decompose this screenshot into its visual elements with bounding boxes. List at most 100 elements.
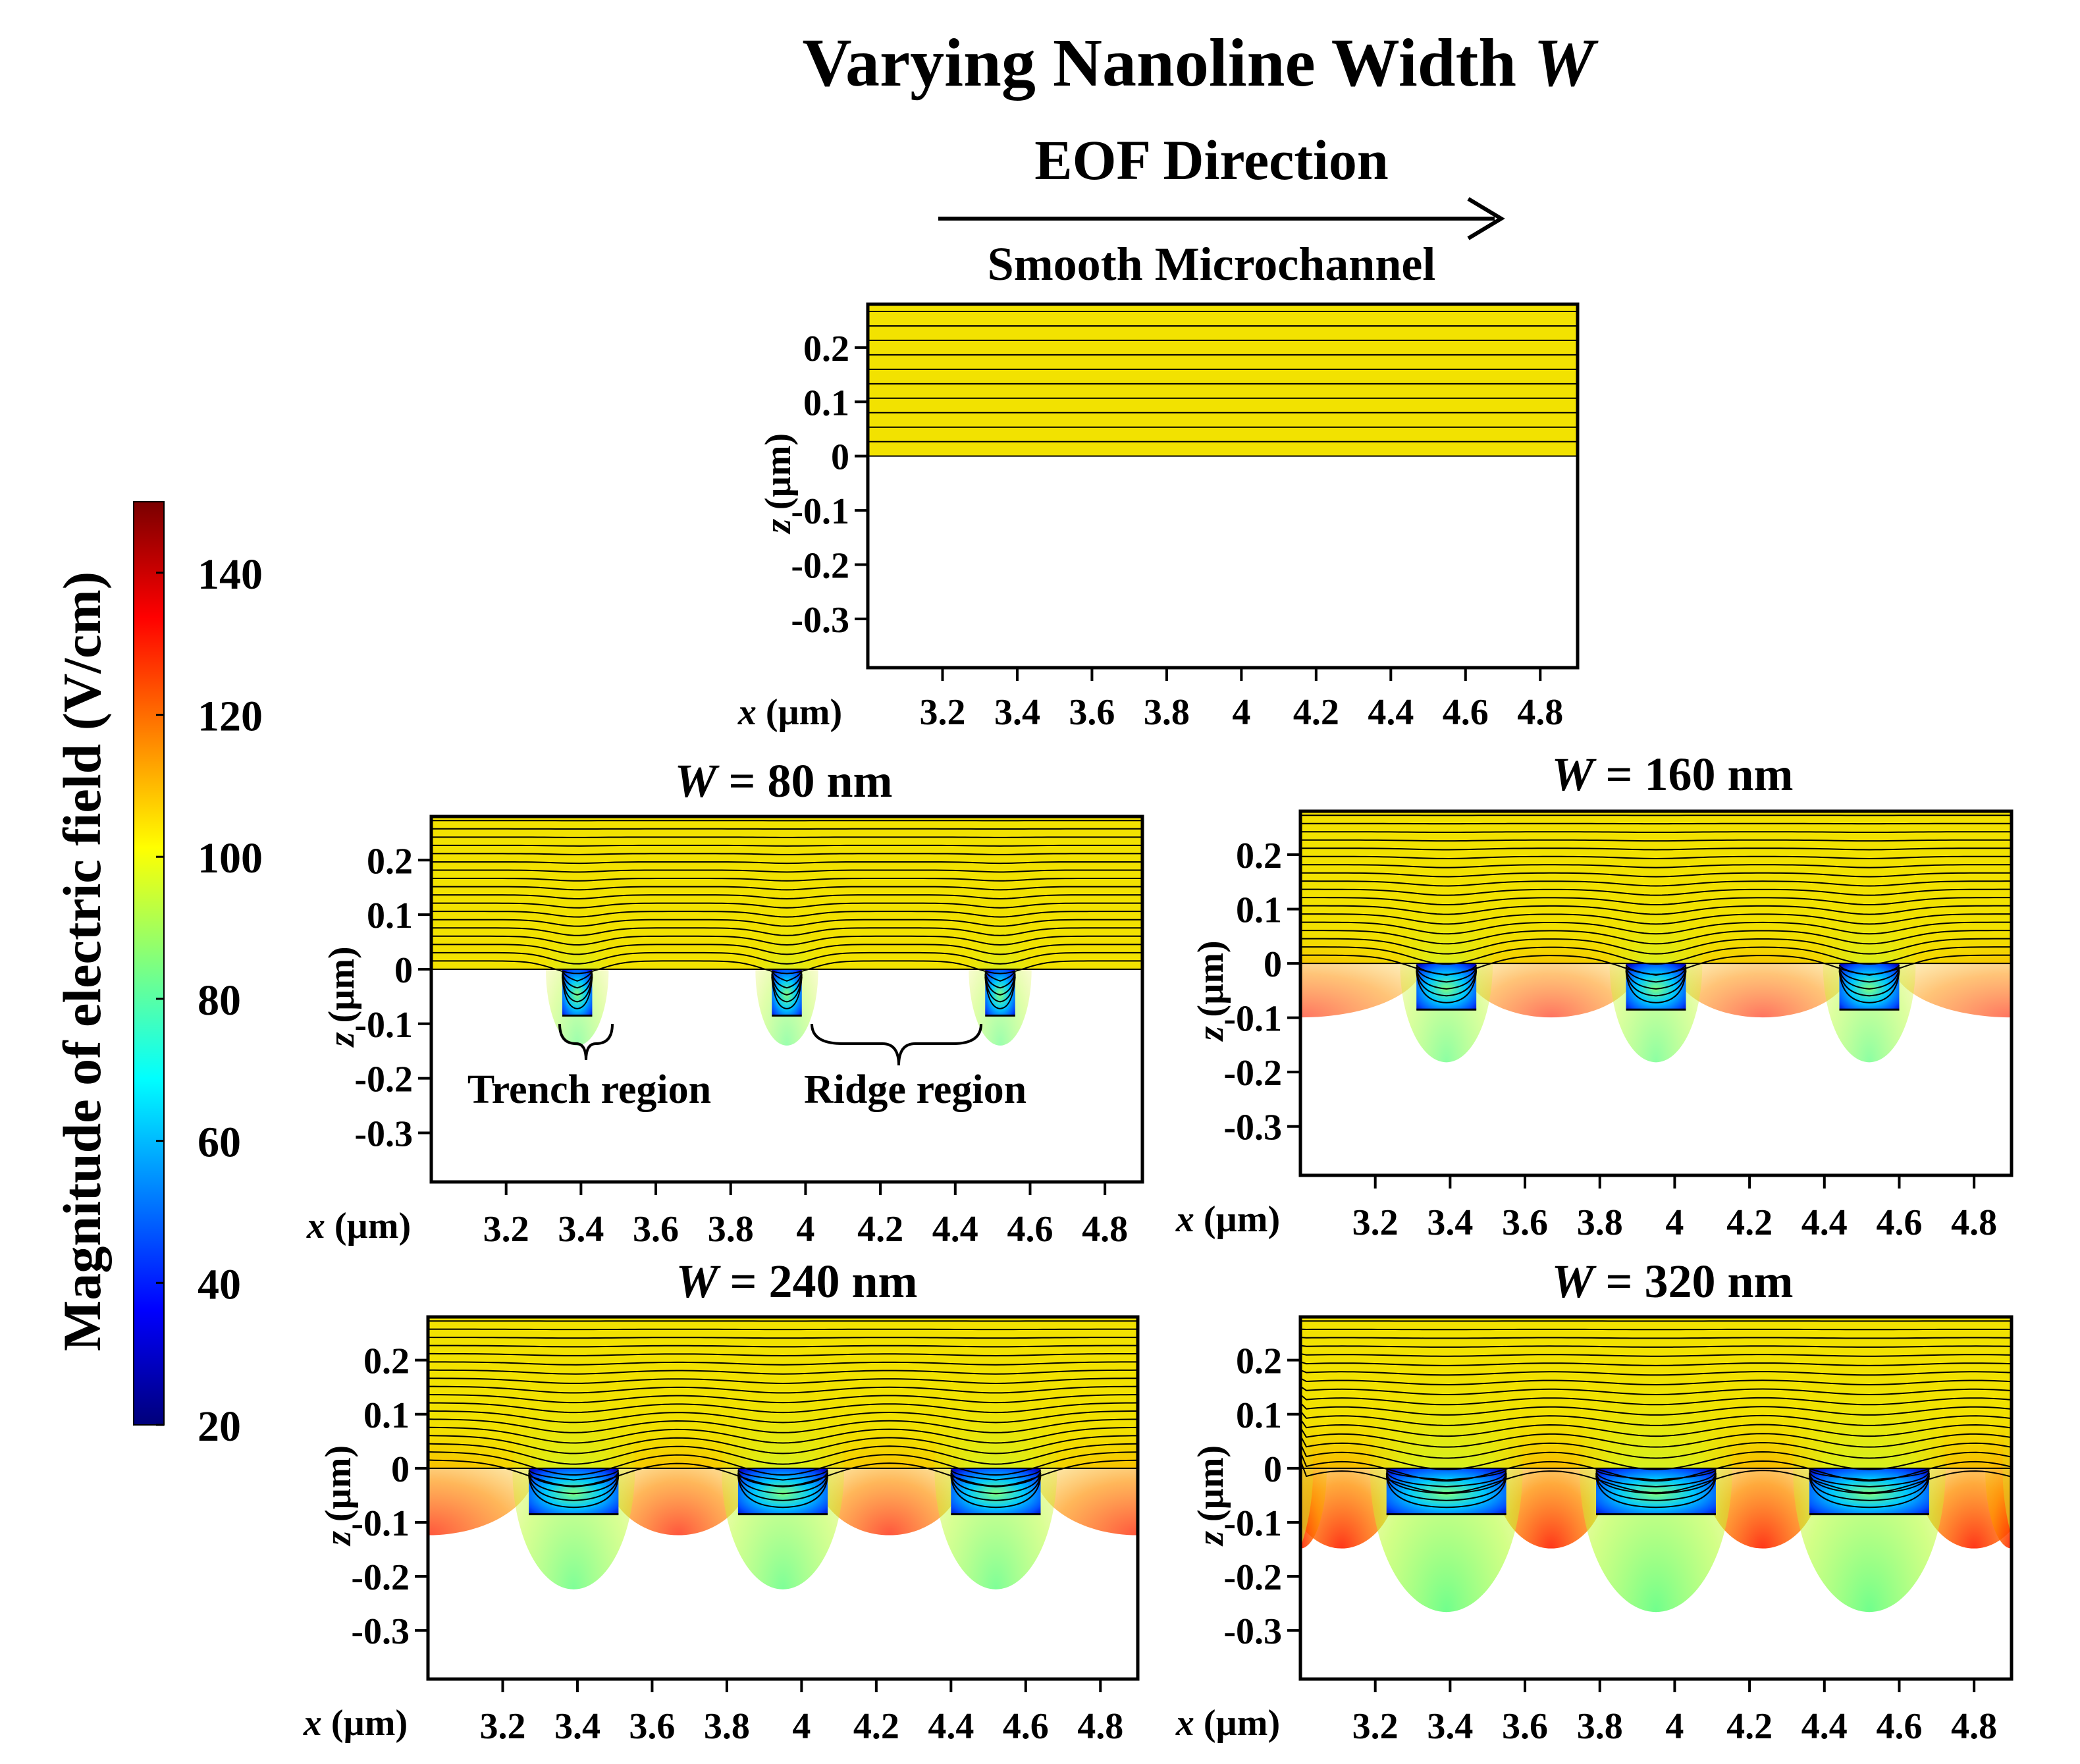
streamline (1385, 1469, 1507, 1481)
panel-title-w80: W = 80 nm (674, 755, 892, 807)
z-axis-tick-label: 0 (394, 950, 413, 991)
x-axis-tick-label: 4.2 (1726, 1202, 1773, 1243)
x-axis-tick-label: 3.8 (1577, 1706, 1623, 1747)
streamline (431, 902, 1142, 909)
streamline (428, 1402, 1138, 1414)
z-axis-tick-label: 0.1 (1236, 890, 1282, 931)
streamline (1385, 1471, 1507, 1487)
x-axis-tick-label: 3.8 (708, 1209, 754, 1250)
streamline (1300, 930, 2012, 945)
streamline (1595, 1472, 1717, 1495)
x-axis-tick-label: 4.6 (1876, 1202, 1922, 1243)
streamline (1300, 847, 2012, 851)
panel-title-w320-text: = 320 nm (1593, 1255, 1793, 1308)
streamline (984, 973, 1016, 996)
z-axis-tick-label: -0.1 (354, 1005, 413, 1046)
z-axis-label: z (µm) (1190, 1445, 1231, 1547)
figure-title: Varying Nanoline Width W (802, 25, 1599, 101)
streamline (431, 911, 1142, 918)
z-axis-tick-label: 0 (831, 437, 849, 478)
z-axis-tick-label: 0.2 (803, 329, 849, 369)
x-axis-tick-label: 3.8 (704, 1706, 750, 1747)
streamline (1300, 1369, 2012, 1376)
ridge-region-label: Ridge region (804, 1067, 1027, 1112)
streamline (561, 972, 593, 989)
streamline (428, 1345, 1138, 1348)
streamline (1385, 1472, 1507, 1495)
streamline (1416, 969, 1478, 997)
z-axis-tick-label: -0.2 (791, 545, 849, 586)
streamline (431, 951, 1142, 965)
colorbar-label: Magnitude of electric field (V/cm) (52, 572, 112, 1351)
streamline (431, 853, 1142, 855)
streamline (1300, 1385, 2012, 1395)
streamline (1809, 1469, 1930, 1481)
panel-w160: W = 160 nm 0.2 0.1 0 -0.1 -0.2 -0.3 z (µm) 3.2 3… (1175, 748, 2013, 1243)
z-axis-tick-label: 0.2 (1236, 1341, 1282, 1382)
x-axis-tick-label: 4.4 (1801, 1202, 1848, 1243)
colorbar-tick-label: 40 (198, 1260, 241, 1308)
flow-direction-arrow (938, 197, 1505, 240)
x-axis-tick-label: 3.4 (554, 1706, 600, 1747)
x-axis-tick-label: 4.8 (1951, 1706, 1997, 1747)
z-axis-tick-label: 0.1 (1236, 1395, 1282, 1436)
x-axis-tick-label: 3.4 (558, 1209, 604, 1250)
field-plot (431, 816, 1142, 1046)
streamline (1809, 1471, 1930, 1487)
streamline (2019, 1472, 2080, 1487)
field-plot (428, 1317, 1138, 1590)
streamline (1838, 967, 1900, 990)
panel-title-w80-text: = 80 nm (716, 755, 892, 807)
streamline (1416, 966, 1478, 983)
panel-title-w160-variable: W (1551, 748, 1597, 801)
z-axis-label: z (µm) (318, 1445, 359, 1547)
panel-frame (1298, 809, 2013, 1177)
x-axis-tick-label: 4.4 (932, 1209, 978, 1250)
z-axis-tick-label: -0.3 (1223, 1108, 1282, 1148)
x-axis-tick-label: 3.8 (1577, 1202, 1623, 1243)
streamline (950, 1472, 1042, 1495)
streamline (1625, 964, 1687, 976)
colorbar-scale (133, 501, 165, 1426)
streamline (1300, 872, 2012, 878)
z-axis-tick-label: -0.1 (791, 491, 849, 532)
x-axis-tick-label: 4.2 (853, 1706, 899, 1747)
streamline (1625, 971, 1687, 1003)
streamline (428, 1418, 1138, 1433)
streamline (428, 1410, 1138, 1424)
field-plot (868, 304, 1578, 457)
streamline (1300, 905, 2012, 915)
x-axis-tick-label: 4 (796, 1209, 814, 1250)
panel-frame (429, 815, 1144, 1184)
x-axis-label: x (µm) (737, 692, 842, 733)
streamline (1300, 839, 2012, 842)
streamline (984, 976, 1016, 1009)
streamline (428, 1394, 1138, 1404)
streamline (771, 970, 803, 982)
streamline (561, 973, 593, 996)
panel-title-w240-text: = 240 nm (718, 1255, 917, 1308)
z-axis-tick-label: -0.3 (351, 1611, 410, 1652)
x-axis-tick-label: 4.6 (1443, 692, 1489, 733)
z-axis-tick-label: -0.1 (351, 1503, 410, 1544)
x-axis-tick-label: 3.6 (1069, 692, 1115, 733)
streamline (1300, 1394, 2012, 1406)
x-axis-tick-label: 3.2 (483, 1209, 529, 1250)
x-axis-tick-label: 4 (1665, 1706, 1684, 1747)
streamline (1300, 938, 2012, 955)
streamline (1300, 1402, 2012, 1416)
streamline (2019, 1476, 2080, 1507)
x-axis-tick-label: 4.8 (1082, 1209, 1128, 1250)
streamline (431, 844, 1142, 847)
x-axis-tick-label: 3.6 (633, 1209, 679, 1250)
streamline (1625, 969, 1687, 997)
streamline (1300, 1345, 2012, 1348)
colorbar-tick-label: 120 (198, 693, 263, 741)
z-axis-tick-label: 0.1 (363, 1395, 410, 1436)
streamline (1300, 1460, 2012, 1493)
x-axis-tick-label: 3.2 (1352, 1706, 1399, 1747)
panel-title-w80-variable: W (674, 755, 720, 807)
x-axis-tick-label: 4.4 (1801, 1706, 1848, 1747)
z-axis-tick-label: -0.3 (791, 600, 849, 641)
streamline (1300, 1328, 2012, 1331)
